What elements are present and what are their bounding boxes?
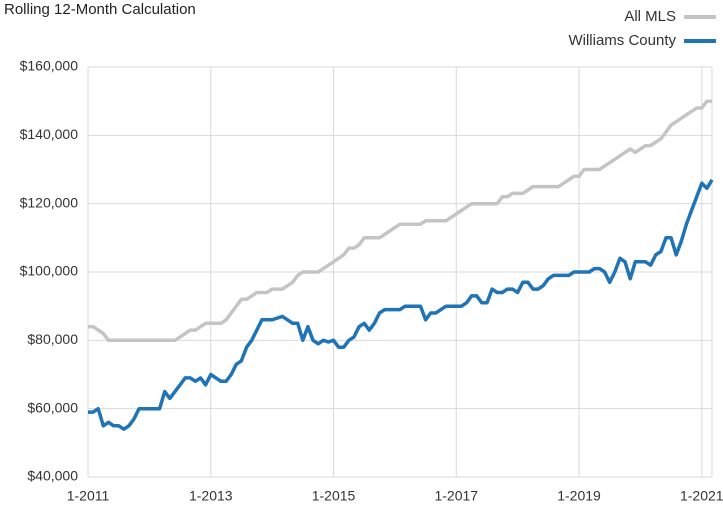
chart-title: Rolling 12-Month Calculation xyxy=(4,1,196,18)
x-tick-label: 1-2011 xyxy=(67,488,110,504)
y-tick-label: $140,000 xyxy=(20,126,79,142)
x-tick-label: 1-2015 xyxy=(312,488,356,504)
x-tick-label: 1-2019 xyxy=(557,488,601,504)
x-tick-label: 1-2021 xyxy=(680,488,723,504)
x-tick-label: 1-2013 xyxy=(189,488,233,504)
line-series xyxy=(88,178,714,431)
y-tick-label: $120,000 xyxy=(20,194,79,210)
x-tick-label: 1-2017 xyxy=(434,488,478,504)
y-tick-label: $160,000 xyxy=(20,58,79,74)
line-series xyxy=(88,99,712,343)
legend-label: Williams County xyxy=(568,32,676,49)
y-tick-label: $60,000 xyxy=(27,399,78,415)
legend-label: All MLS xyxy=(624,8,676,25)
y-tick-label: $100,000 xyxy=(20,263,79,279)
y-tick-label: $40,000 xyxy=(27,468,78,484)
y-tick-label: $80,000 xyxy=(27,331,78,347)
